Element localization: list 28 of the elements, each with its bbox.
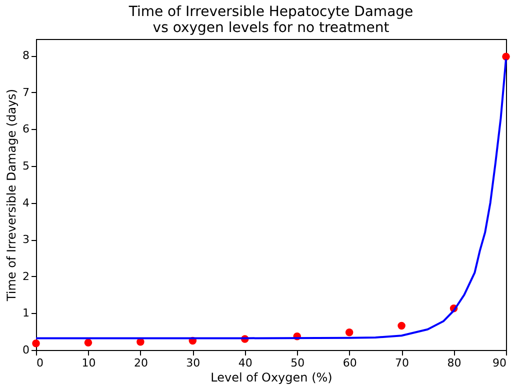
y-tick-label: 4	[22, 196, 30, 210]
x-tick-label: 30	[186, 356, 200, 370]
x-tick-label: 50	[290, 356, 305, 370]
point	[84, 338, 92, 347]
x-tick-label: 0	[36, 356, 44, 370]
y-tick-label: 3	[22, 233, 30, 246]
y-tick-label: 5	[22, 159, 30, 172]
x-tick-label: 90	[492, 356, 506, 370]
y-axis-title: Time of Irreversible Damage (days)	[4, 88, 18, 302]
point	[398, 322, 406, 330]
x-tick-label: 60	[342, 356, 357, 370]
y-tick-label: 6	[22, 122, 30, 136]
point	[502, 52, 510, 61]
y-tick-label: 8	[22, 49, 30, 62]
x-tick-label: 10	[82, 356, 96, 370]
chart-title: Time of Irreversible Hepatocyte Damage vs oxygen levels for no treatment	[128, 4, 414, 36]
x-tick-label: 40	[238, 356, 252, 370]
point	[345, 328, 354, 336]
y-tick-label: 2	[22, 270, 30, 283]
x-axis-title: Level of Oxygen (%)	[210, 370, 332, 384]
x-tick-label: 80	[447, 356, 462, 370]
x-tick-label: 70	[395, 356, 410, 370]
y-tick-label: 7	[22, 86, 30, 99]
point	[32, 340, 40, 348]
y-tick-label: 1	[22, 306, 30, 320]
x-tick-label: 20	[134, 356, 148, 370]
point	[136, 338, 144, 346]
y-tick-label: 0	[22, 344, 30, 356]
